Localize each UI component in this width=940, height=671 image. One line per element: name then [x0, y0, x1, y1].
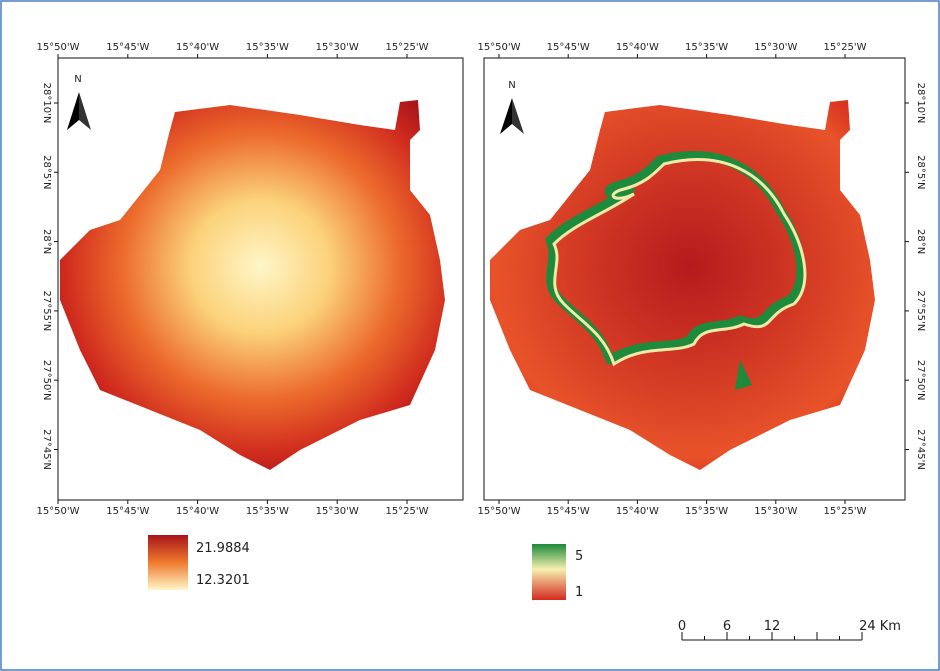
lon-label: 15°30'W: [754, 506, 797, 517]
lon-label: 15°45'W: [547, 42, 590, 53]
lon-label: 15°35'W: [246, 42, 289, 53]
lat-label: 27°45'N: [915, 429, 926, 470]
lon-label: 15°35'W: [246, 506, 289, 517]
legend-low: 12.3201: [196, 573, 250, 588]
legend-low: 1: [575, 585, 583, 600]
scale-label: 24 Km: [859, 619, 901, 634]
lon-label: 15°45'W: [106, 42, 149, 53]
map-right: [484, 58, 905, 500]
lat-label: 27°55'N: [41, 291, 52, 332]
map-left: [58, 58, 463, 500]
lat-label: 27°50'N: [915, 360, 926, 401]
lon-label: 15°50'W: [477, 506, 520, 517]
north-label: N: [508, 80, 515, 91]
lon-label: 15°45'W: [547, 506, 590, 517]
lon-label: 15°35'W: [685, 506, 728, 517]
lon-label: 15°45'W: [106, 506, 149, 517]
lat-label: 28°10'N: [41, 83, 52, 124]
scale-label: 6: [723, 619, 731, 634]
lat-label: 28°N: [41, 229, 52, 254]
lat-label: 28°5'N: [41, 155, 52, 189]
lon-label: 15°40'W: [176, 506, 219, 517]
lat-label: 27°55'N: [915, 291, 926, 332]
lon-label: 15°25'W: [385, 42, 428, 53]
lon-label: 15°40'W: [616, 42, 659, 53]
lon-label: 15°50'W: [36, 42, 79, 53]
figure: N N 21.9884 12.3201 5 1 0 6 12 24 Km 15°50'…: [0, 0, 940, 671]
legend-ramp: [148, 535, 188, 590]
lon-label: 15°25'W: [385, 506, 428, 517]
lon-label: 15°40'W: [616, 506, 659, 517]
legend-high: 5: [575, 549, 583, 564]
scale-label: 0: [678, 619, 686, 634]
lon-label: 15°35'W: [685, 42, 728, 53]
lon-label: 15°50'W: [36, 506, 79, 517]
lon-label: 15°25'W: [823, 42, 866, 53]
lon-label: 15°30'W: [316, 506, 359, 517]
lat-label: 28°N: [915, 229, 926, 254]
legend-ramp: [532, 544, 566, 600]
lat-label: 27°50'N: [41, 360, 52, 401]
legend-high: 21.9884: [196, 541, 250, 556]
lat-label: 28°5'N: [915, 155, 926, 189]
lat-label: 27°45'N: [41, 429, 52, 470]
lat-label: 28°10'N: [915, 83, 926, 124]
lon-label: 15°50'W: [477, 42, 520, 53]
lon-label: 15°40'W: [176, 42, 219, 53]
lon-label: 15°25'W: [823, 506, 866, 517]
north-label: N: [74, 74, 81, 85]
lon-label: 15°30'W: [316, 42, 359, 53]
scale-label: 12: [764, 619, 781, 634]
lon-label: 15°30'W: [754, 42, 797, 53]
